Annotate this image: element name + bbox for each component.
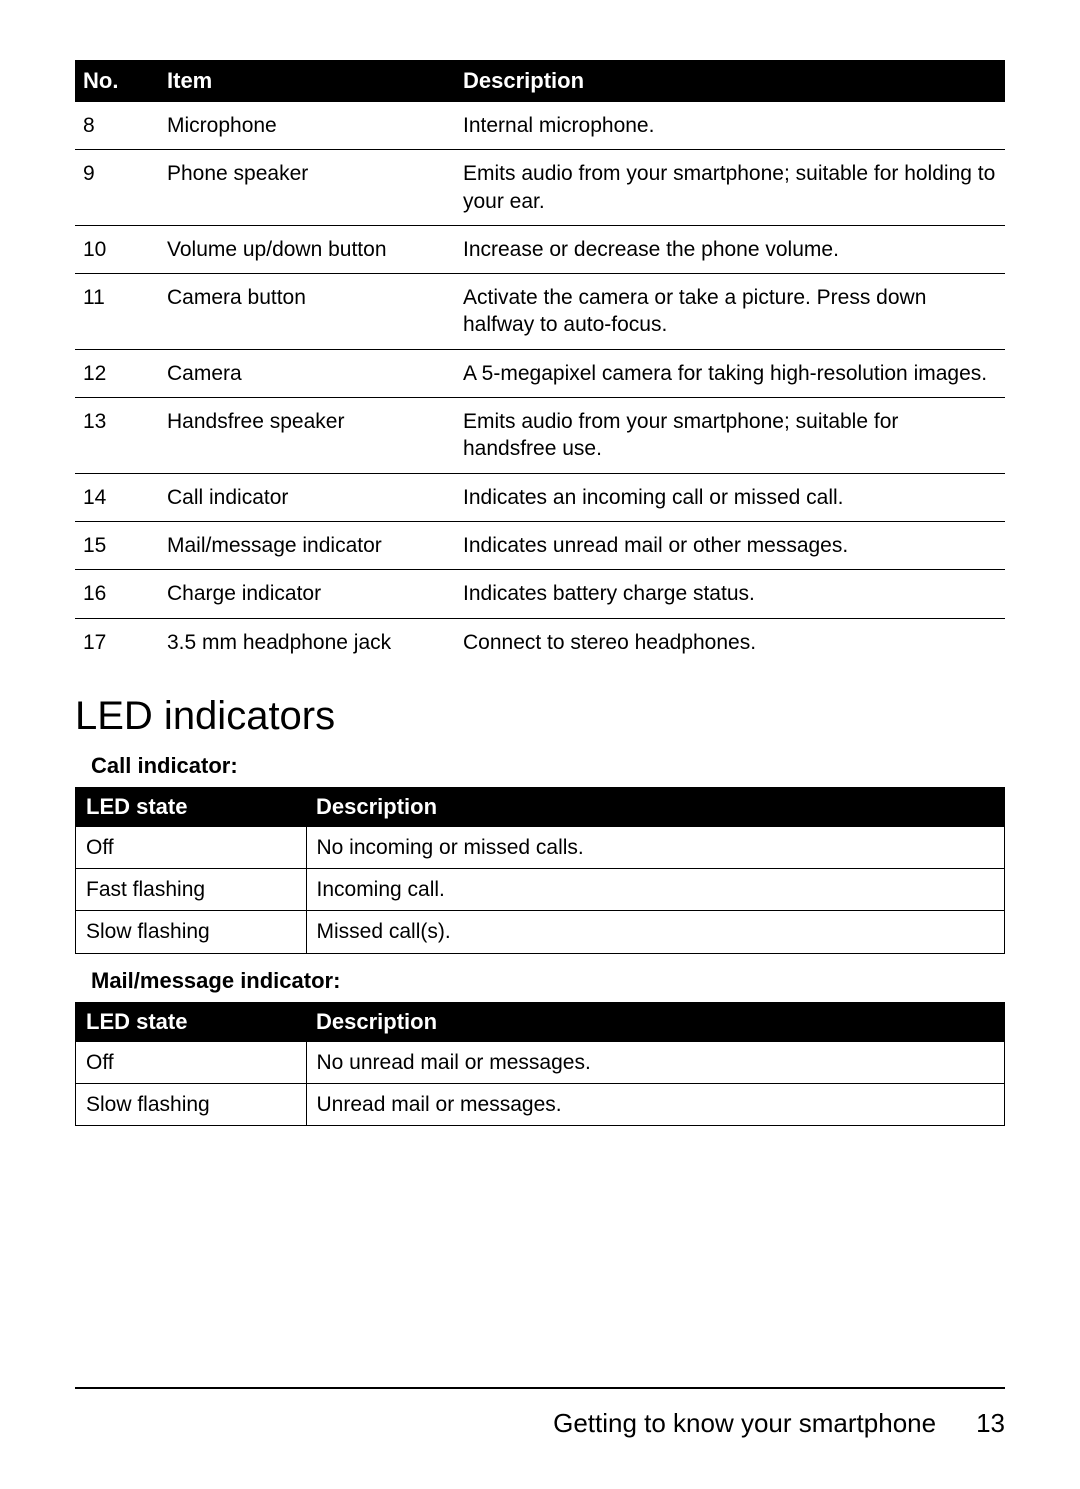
cell-no: 8 (75, 102, 159, 150)
footer: Getting to know your smartphone 13 (75, 1408, 1005, 1439)
cell-desc: A 5-megapixel camera for taking high-res… (455, 349, 1005, 397)
footer-chapter: Getting to know your smartphone (553, 1408, 936, 1439)
cell-state: Slow flashing (76, 1084, 307, 1126)
cell-no: 9 (75, 150, 159, 226)
table-row: 13 Handsfree speaker Emits audio from yo… (75, 398, 1005, 474)
table-row: 12 Camera A 5-megapixel camera for takin… (75, 349, 1005, 397)
cell-desc: Indicates battery charge status. (455, 570, 1005, 618)
footer-rule (75, 1387, 1005, 1389)
cell-no: 13 (75, 398, 159, 474)
cell-desc: Emits audio from your smartphone; suitab… (455, 150, 1005, 226)
cell-state: Off (76, 1041, 307, 1083)
call-indicator-table: LED state Description Off No incoming or… (75, 787, 1005, 954)
table-row: 17 3.5 mm headphone jack Connect to ster… (75, 618, 1005, 666)
cell-desc: Unread mail or messages. (306, 1084, 1005, 1126)
cell-item: Handsfree speaker (159, 398, 455, 474)
page: No. Item Description 8 Microphone Intern… (0, 0, 1080, 1489)
table-row: Off No incoming or missed calls. (76, 826, 1005, 868)
mail-indicator-header-desc: Description (306, 1002, 1005, 1041)
cell-item: Call indicator (159, 473, 455, 521)
cell-state: Slow flashing (76, 911, 307, 953)
cell-item: Charge indicator (159, 570, 455, 618)
components-header-no: No. (75, 60, 159, 102)
cell-item: Volume up/down button (159, 225, 455, 273)
cell-no: 14 (75, 473, 159, 521)
components-header-desc: Description (455, 60, 1005, 102)
components-header-item: Item (159, 60, 455, 102)
table-row: 8 Microphone Internal microphone. (75, 102, 1005, 150)
cell-no: 16 (75, 570, 159, 618)
sub-title-mail-indicator: Mail/message indicator: (91, 968, 1005, 994)
call-indicator-header-desc: Description (306, 787, 1005, 826)
call-indicator-header-state: LED state (76, 787, 307, 826)
cell-state: Off (76, 826, 307, 868)
cell-desc: Missed call(s). (306, 911, 1005, 953)
table-row: Slow flashing Missed call(s). (76, 911, 1005, 953)
table-row: Slow flashing Unread mail or messages. (76, 1084, 1005, 1126)
cell-item: Mail/message indicator (159, 521, 455, 569)
mail-indicator-table: LED state Description Off No unread mail… (75, 1002, 1005, 1127)
components-table-header-row: No. Item Description (75, 60, 1005, 102)
table-row: Off No unread mail or messages. (76, 1041, 1005, 1083)
call-indicator-header-row: LED state Description (76, 787, 1005, 826)
cell-desc: No unread mail or messages. (306, 1041, 1005, 1083)
table-row: 11 Camera button Activate the camera or … (75, 274, 1005, 350)
cell-item: Phone speaker (159, 150, 455, 226)
cell-item: 3.5 mm headphone jack (159, 618, 455, 666)
table-row: 9 Phone speaker Emits audio from your sm… (75, 150, 1005, 226)
cell-desc: Connect to stereo headphones. (455, 618, 1005, 666)
cell-no: 17 (75, 618, 159, 666)
cell-desc: Emits audio from your smartphone; suitab… (455, 398, 1005, 474)
cell-desc: Activate the camera or take a picture. P… (455, 274, 1005, 350)
cell-desc: Incoming call. (306, 869, 1005, 911)
cell-desc: Increase or decrease the phone volume. (455, 225, 1005, 273)
footer-page-number: 13 (976, 1408, 1005, 1439)
cell-no: 15 (75, 521, 159, 569)
table-row: 10 Volume up/down button Increase or dec… (75, 225, 1005, 273)
cell-desc: No incoming or missed calls. (306, 826, 1005, 868)
cell-desc: Internal microphone. (455, 102, 1005, 150)
mail-indicator-header-row: LED state Description (76, 1002, 1005, 1041)
cell-item: Camera (159, 349, 455, 397)
cell-desc: Indicates an incoming call or missed cal… (455, 473, 1005, 521)
cell-state: Fast flashing (76, 869, 307, 911)
table-row: Fast flashing Incoming call. (76, 869, 1005, 911)
mail-indicator-header-state: LED state (76, 1002, 307, 1041)
cell-item: Camera button (159, 274, 455, 350)
table-row: 15 Mail/message indicator Indicates unre… (75, 521, 1005, 569)
table-row: 16 Charge indicator Indicates battery ch… (75, 570, 1005, 618)
cell-item: Microphone (159, 102, 455, 150)
cell-no: 10 (75, 225, 159, 273)
cell-no: 11 (75, 274, 159, 350)
cell-desc: Indicates unread mail or other messages. (455, 521, 1005, 569)
cell-no: 12 (75, 349, 159, 397)
sub-title-call-indicator: Call indicator: (91, 753, 1005, 779)
components-table: No. Item Description 8 Microphone Intern… (75, 60, 1005, 666)
table-row: 14 Call indicator Indicates an incoming … (75, 473, 1005, 521)
section-title-led-indicators: LED indicators (75, 694, 1005, 739)
